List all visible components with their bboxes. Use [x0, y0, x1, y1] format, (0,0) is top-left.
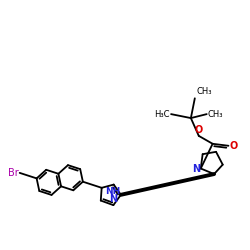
Text: O: O	[230, 141, 238, 151]
Text: NH: NH	[105, 186, 120, 196]
Text: N: N	[109, 194, 118, 204]
Text: CH₃: CH₃	[197, 87, 212, 96]
Text: Br: Br	[8, 168, 19, 178]
Text: CH₃: CH₃	[208, 110, 223, 118]
Text: H₃C: H₃C	[154, 110, 170, 118]
Text: O: O	[195, 125, 203, 135]
Text: N: N	[192, 164, 200, 173]
